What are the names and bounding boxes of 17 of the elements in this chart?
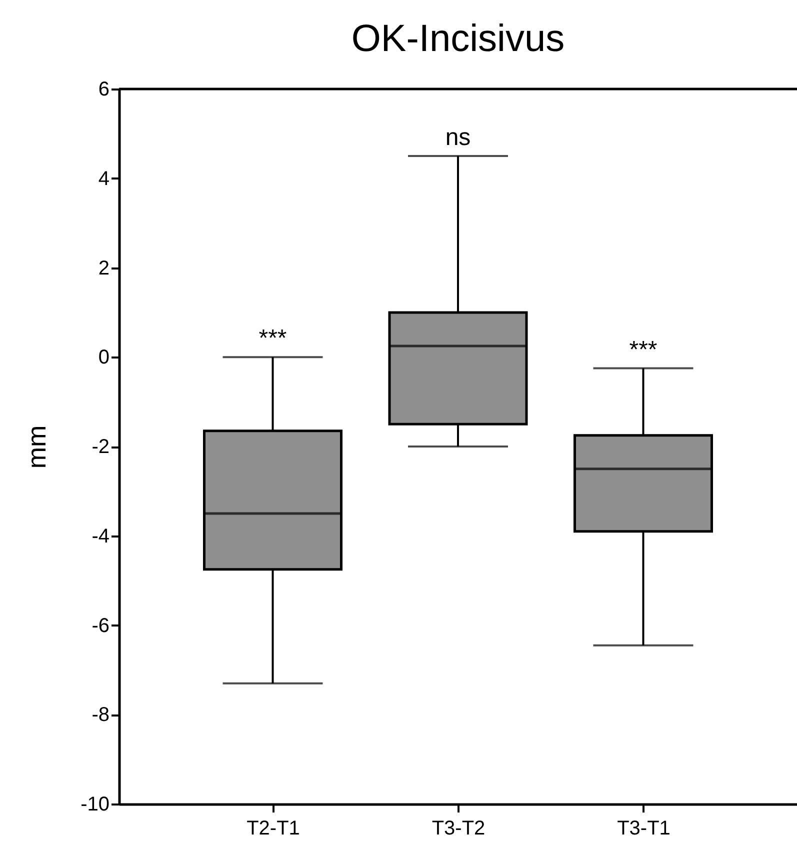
annotation: *** [258,325,287,352]
y-tick-label: -4 [92,525,110,548]
x-tick-label: T3-T1 [617,818,670,840]
y-tick-label: 6 [98,78,110,100]
y-tick-label: -8 [92,704,110,726]
annotation: *** [629,336,658,364]
y-axis-title: mm [22,425,52,469]
annotation: ns [445,124,471,152]
y-tick-label: 2 [98,257,110,280]
y-tick-label: -2 [92,436,110,458]
y-tick-label: -6 [92,614,110,637]
y-tick-label: -10 [80,794,110,816]
x-tick-label: T2-T1 [246,818,300,840]
chart-title: OK-Incisivus [351,18,565,60]
y-tick-label: 4 [98,168,110,190]
y-tick-label: 0 [98,346,110,369]
x-tick-label: T3-T2 [432,818,486,840]
